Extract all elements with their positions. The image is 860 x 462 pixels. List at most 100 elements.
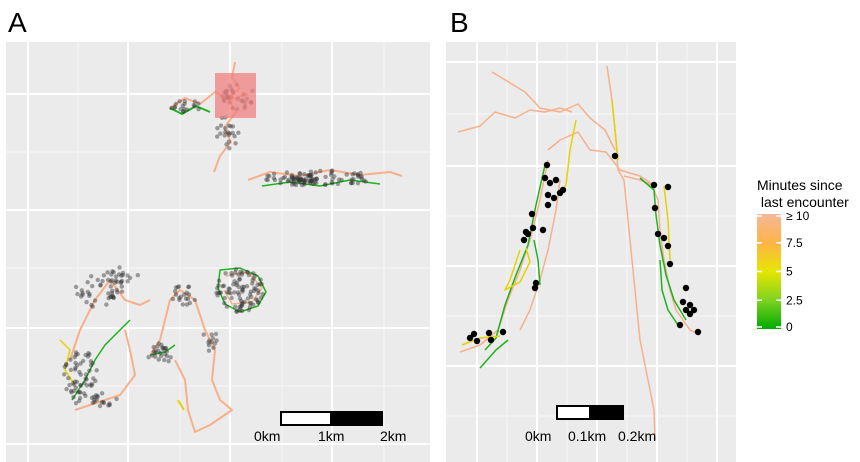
encounter-point-a-342: [153, 350, 158, 356]
encounter-point-a-245: [64, 361, 69, 367]
encounter-point-a-124: [313, 170, 318, 175]
encounter-point-a-419: [239, 308, 245, 314]
encounter-point-b-5: [544, 191, 552, 199]
encounter-point-a-39: [182, 99, 187, 104]
encounter-point-a-246: [94, 368, 99, 373]
scalebar-a-label-2: 2km: [380, 428, 406, 444]
encounter-point-a-413: [240, 287, 246, 292]
encounter-point-b-26: [651, 204, 659, 212]
encounter-point-a-49: [218, 123, 224, 128]
encounter-point-a-439: [237, 276, 242, 281]
encounter-point-a-30: [191, 102, 196, 108]
track-b-segment-14: [639, 177, 687, 321]
encounter-point-a-345: [166, 359, 171, 364]
encounter-point-a-119: [310, 176, 315, 182]
encounter-point-a-149: [298, 178, 303, 183]
track-b-segment-1: [457, 107, 573, 133]
encounter-point-a-450: [213, 331, 219, 337]
encounter-point-a-93: [318, 168, 323, 174]
encounter-point-b-23: [487, 336, 495, 344]
track-a-segment-8: [59, 339, 76, 386]
encounter-point-a-311: [99, 400, 105, 405]
track-b-segment-6: [484, 164, 546, 351]
encounter-point-a-165: [308, 179, 313, 184]
encounter-point-a-201: [98, 283, 103, 288]
panel-b: B 0km 0.1km 0.2km: [446, 7, 736, 462]
encounter-point-a-359: [249, 294, 254, 300]
encounter-point-a-253: [73, 385, 79, 390]
encounter-point-a-388: [218, 290, 223, 295]
encounter-point-a-261: [72, 355, 77, 360]
encounter-point-a-402: [226, 290, 232, 295]
encounter-point-a-377: [258, 295, 264, 300]
encounter-point-a-360: [233, 304, 238, 309]
encounter-point-a-200: [111, 295, 116, 300]
encounter-point-a-161: [297, 177, 302, 183]
encounter-point-a-109: [298, 180, 303, 185]
encounter-point-b-34: [682, 306, 690, 314]
encounter-point-a-101: [314, 176, 319, 182]
encounter-point-b-16: [532, 279, 540, 287]
encounter-point-a-50: [233, 141, 238, 146]
encounter-point-a-425: [232, 279, 237, 284]
encounter-point-b-9: [559, 186, 567, 194]
encounter-point-a-80: [282, 174, 287, 180]
encounter-point-a-389: [227, 286, 232, 292]
encounter-point-a-393: [256, 290, 261, 296]
encounter-point-a-40: [180, 103, 185, 108]
encounter-point-a-222: [135, 273, 140, 278]
encounter-point-b-1: [543, 161, 551, 169]
scalebar-b-label-1: 0.1km: [568, 428, 606, 444]
encounter-point-b-22: [499, 328, 507, 336]
encounter-point-a-296: [101, 399, 106, 405]
encounter-point-b-13: [539, 226, 547, 234]
encounter-point-a-272: [84, 377, 89, 382]
encounter-point-a-280: [78, 390, 83, 395]
encounter-point-a-81: [355, 181, 361, 186]
encounter-point-a-430: [253, 287, 258, 292]
encounter-point-a-399: [256, 300, 261, 305]
encounter-point-a-301: [89, 395, 95, 400]
encounter-point-a-132: [312, 180, 317, 185]
encounter-point-b-29: [664, 242, 672, 250]
encounter-point-a-172: [309, 178, 314, 183]
encounter-point-a-239: [73, 352, 79, 358]
encounter-point-a-453: [209, 339, 214, 345]
encounter-point-a-355: [158, 353, 164, 359]
encounter-point-a-340: [163, 346, 168, 351]
encounter-point-a-308: [77, 395, 83, 401]
encounter-point-a-208: [78, 294, 84, 299]
encounter-point-a-209: [98, 282, 103, 287]
encounter-point-a-218: [109, 278, 115, 283]
encounter-point-a-300: [77, 398, 82, 404]
encounter-point-a-223: [111, 270, 116, 275]
encounter-point-a-447: [206, 340, 211, 345]
encounter-point-a-31: [172, 105, 177, 110]
encounter-point-a-250: [70, 380, 76, 386]
encounter-point-a-320: [178, 294, 184, 299]
encounter-point-a-341: [160, 345, 165, 350]
encounter-point-a-454: [209, 332, 214, 337]
encounter-point-a-33: [172, 105, 178, 110]
track-b-segment-4: [547, 131, 653, 185]
encounter-point-a-146: [292, 181, 297, 187]
encounter-point-a-407: [236, 308, 241, 313]
encounter-point-b-30: [666, 260, 674, 268]
panel-a-highlight-box: [215, 73, 256, 118]
encounter-point-a-366: [239, 298, 244, 304]
encounter-point-a-78: [286, 177, 291, 182]
encounter-point-a-147: [302, 172, 307, 177]
legend-title-line2: last encounter: [757, 194, 849, 210]
encounter-point-a-352: [156, 341, 161, 346]
encounter-point-a-455: [210, 336, 216, 341]
encounter-point-a-179: [108, 294, 113, 300]
encounter-point-a-354: [162, 352, 168, 357]
encounter-point-a-273: [89, 383, 94, 388]
encounter-point-a-129: [339, 177, 344, 183]
encounter-point-a-145: [306, 179, 311, 184]
encounter-point-a-152: [309, 178, 315, 184]
encounter-point-a-287: [90, 361, 95, 366]
encounter-point-a-107: [289, 172, 295, 178]
encounter-point-a-318: [186, 292, 192, 297]
encounter-point-a-138: [359, 174, 364, 179]
